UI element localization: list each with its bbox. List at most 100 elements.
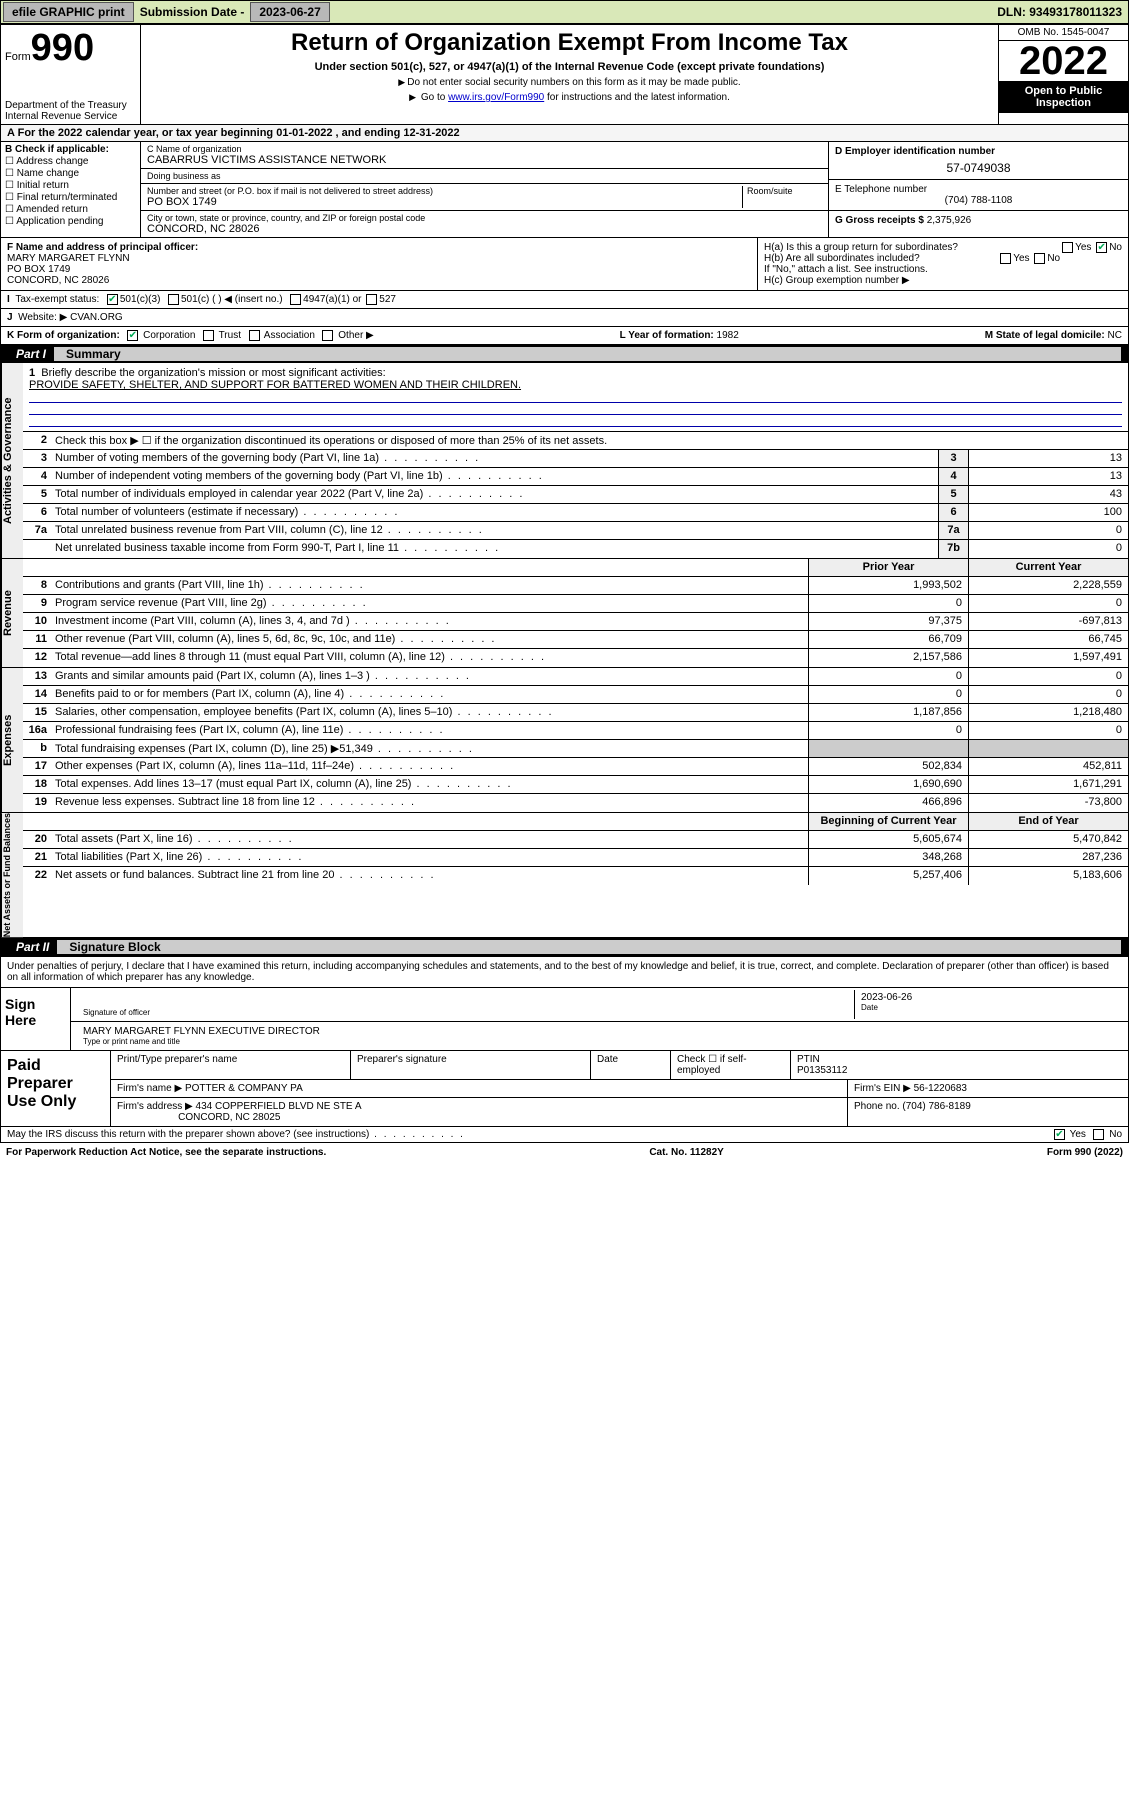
chk-527[interactable] bbox=[366, 294, 377, 305]
discuss-row: May the IRS discuss this return with the… bbox=[0, 1127, 1129, 1143]
line-num: 13 bbox=[23, 668, 51, 685]
expenses-section: Expenses 13 Grants and similar amounts p… bbox=[0, 668, 1129, 813]
vtab-revenue: Revenue bbox=[1, 559, 23, 667]
opt-501c3: 501(c)(3) bbox=[120, 294, 161, 305]
part-ii-title: Signature Block bbox=[57, 940, 1121, 954]
current-value: 5,183,606 bbox=[968, 867, 1128, 885]
open-to-public: Open to Public Inspection bbox=[999, 81, 1128, 113]
line-box: 6 bbox=[938, 504, 968, 521]
line-box: 4 bbox=[938, 468, 968, 485]
form-number-big: 990 bbox=[31, 27, 94, 69]
ein-value: 57-0749038 bbox=[835, 161, 1122, 175]
prior-value: 0 bbox=[808, 668, 968, 685]
line-num: 22 bbox=[23, 867, 51, 885]
chk-initial-return[interactable]: ☐ Initial return bbox=[5, 180, 136, 191]
chk-final-return[interactable]: ☐ Final return/terminated bbox=[5, 192, 136, 203]
block-b-label: B Check if applicable: bbox=[5, 144, 136, 155]
current-value: 1,597,491 bbox=[968, 649, 1128, 667]
period-mid: , and ending bbox=[336, 127, 404, 139]
current-value bbox=[968, 740, 1128, 757]
h-a: H(a) Is this a group return for subordin… bbox=[764, 242, 1122, 253]
sig-date-label: Date bbox=[861, 1003, 1116, 1012]
entity-block: B Check if applicable: ☐ Address change … bbox=[0, 142, 1129, 238]
self-employed-label: Check ☐ if self-employed bbox=[671, 1051, 791, 1079]
discuss-no-checkbox[interactable] bbox=[1093, 1129, 1104, 1140]
chk-501c[interactable] bbox=[168, 294, 179, 305]
line-value: 100 bbox=[968, 504, 1128, 521]
prior-value: 1,690,690 bbox=[808, 776, 968, 793]
dln-label: DLN: bbox=[997, 5, 1029, 19]
line-box: 7a bbox=[938, 522, 968, 539]
mission-blank-line bbox=[29, 403, 1122, 415]
discuss-label: May the IRS discuss this return with the… bbox=[7, 1129, 465, 1140]
chk-amended-return[interactable]: ☐ Amended return bbox=[5, 204, 136, 215]
ptin-label: PTIN bbox=[797, 1054, 820, 1065]
cat-no: Cat. No. 11282Y bbox=[649, 1147, 723, 1158]
prior-value: 66,709 bbox=[808, 631, 968, 648]
summary-row: 10 Investment income (Part VIII, column … bbox=[23, 613, 1128, 631]
current-value: 0 bbox=[968, 722, 1128, 739]
form-header-mid: Return of Organization Exempt From Incom… bbox=[141, 25, 998, 124]
chk-app-pending[interactable]: ☐ Application pending bbox=[5, 216, 136, 227]
chk-trust[interactable] bbox=[203, 330, 214, 341]
top-toolbar: efile GRAPHIC print Submission Date - 20… bbox=[0, 0, 1129, 24]
bottom-line: For Paperwork Reduction Act Notice, see … bbox=[0, 1143, 1129, 1162]
line-num: 14 bbox=[23, 686, 51, 703]
line-desc: Program service revenue (Part VIII, line… bbox=[51, 595, 808, 612]
chk-corp[interactable] bbox=[127, 330, 138, 341]
ha-no-checkbox[interactable] bbox=[1096, 242, 1107, 253]
prior-value: 5,257,406 bbox=[808, 867, 968, 885]
block-c: C Name of organization CABARRUS VICTIMS … bbox=[141, 142, 828, 237]
period-pre: For the 2022 calendar year, or tax year … bbox=[18, 127, 277, 139]
submission-date-label: Submission Date - bbox=[136, 5, 249, 19]
tax-period-row: A For the 2022 calendar year, or tax yea… bbox=[0, 125, 1129, 142]
chk-4947[interactable] bbox=[290, 294, 301, 305]
name-title-label: Type or print name and title bbox=[83, 1037, 1116, 1046]
hb-no-checkbox[interactable] bbox=[1034, 253, 1045, 264]
h-b: H(b) Are all subordinates included? Yes … bbox=[764, 253, 1122, 264]
form-header-right: OMB No. 1545-0047 2022 Open to Public In… bbox=[998, 25, 1128, 124]
summary-row: 22 Net assets or fund balances. Subtract… bbox=[23, 867, 1128, 885]
prior-value: 502,834 bbox=[808, 758, 968, 775]
website-value: CVAN.ORG bbox=[70, 312, 123, 323]
block-h: H(a) Is this a group return for subordin… bbox=[758, 238, 1128, 290]
chk-address-change[interactable]: ☐ Address change bbox=[5, 156, 136, 167]
mission-label: Briefly describe the organization's miss… bbox=[41, 367, 385, 379]
ha-yes-checkbox[interactable] bbox=[1062, 242, 1073, 253]
chk-assoc[interactable] bbox=[249, 330, 260, 341]
prior-value: 2,157,586 bbox=[808, 649, 968, 667]
row-f-h: F Name and address of principal officer:… bbox=[0, 238, 1129, 291]
line-num: 12 bbox=[23, 649, 51, 667]
form-label: Form bbox=[5, 51, 31, 63]
firm-ein-value: 56-1220683 bbox=[914, 1083, 967, 1094]
org-name: CABARRUS VICTIMS ASSISTANCE NETWORK bbox=[147, 154, 822, 166]
discuss-yes-checkbox[interactable] bbox=[1054, 1129, 1065, 1140]
line-value: 0 bbox=[968, 540, 1128, 558]
hb-yes-checkbox[interactable] bbox=[1000, 253, 1011, 264]
line-num: 6 bbox=[23, 504, 51, 521]
paperwork-notice: For Paperwork Reduction Act Notice, see … bbox=[6, 1147, 326, 1158]
officer-street: PO BOX 1749 bbox=[7, 264, 751, 275]
prior-value: 1,187,856 bbox=[808, 704, 968, 721]
chk-address-change-label: Address change bbox=[16, 156, 88, 167]
opt-assoc: Association bbox=[264, 330, 315, 341]
chk-initial-return-label: Initial return bbox=[17, 180, 69, 191]
irs-link[interactable]: www.irs.gov/Form990 bbox=[448, 92, 544, 103]
part-i-title: Summary bbox=[54, 347, 1121, 361]
chk-501c3[interactable] bbox=[107, 294, 118, 305]
room-label: Room/suite bbox=[747, 186, 822, 196]
current-value: -73,800 bbox=[968, 794, 1128, 812]
line-desc: Net unrelated business taxable income fr… bbox=[51, 540, 938, 558]
efile-graphic-print-button[interactable]: efile GRAPHIC print bbox=[3, 2, 134, 22]
line-desc: Other revenue (Part VIII, column (A), li… bbox=[51, 631, 808, 648]
vtab-activities: Activities & Governance bbox=[1, 363, 23, 558]
tax-exempt-label: Tax-exempt status: bbox=[15, 294, 99, 305]
submission-date-button[interactable]: 2023-06-27 bbox=[250, 2, 329, 22]
goto-note: Go to www.irs.gov/Form990 for instructio… bbox=[149, 92, 990, 103]
opt-corp: Corporation bbox=[143, 330, 195, 341]
chk-other[interactable] bbox=[322, 330, 333, 341]
line-value: 43 bbox=[968, 486, 1128, 503]
chk-name-change[interactable]: ☐ Name change bbox=[5, 168, 136, 179]
line-desc: Contributions and grants (Part VIII, lin… bbox=[51, 577, 808, 594]
form-header-left: Form990 Department of the Treasury Inter… bbox=[1, 25, 141, 124]
